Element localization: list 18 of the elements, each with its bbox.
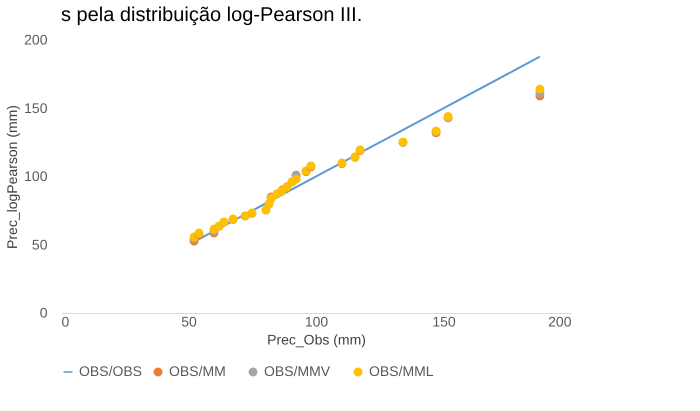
legend-label: OBS/MM: [169, 363, 226, 379]
x-tick-label: 150: [432, 314, 456, 330]
y-axis-title: Prec_logPearson (mm): [4, 105, 20, 249]
x-tick-label: 200: [548, 314, 572, 330]
legend-label: OBS/OBS: [79, 363, 142, 379]
chart-title: s pela distribuição log-Pearson III.: [61, 4, 362, 26]
y-tick-label: 100: [24, 168, 48, 184]
legend-label: OBS/MML: [369, 363, 434, 379]
y-tick-label: 50: [32, 236, 48, 252]
point: [292, 174, 301, 184]
point: [535, 84, 544, 94]
x-tick-label: 0: [62, 314, 70, 330]
y-tick-label: 200: [24, 32, 48, 48]
x-tick-label: 100: [304, 314, 328, 330]
x-tick-label: 50: [181, 314, 197, 330]
legend-label: OBS/MMV: [264, 363, 331, 379]
x-axis-title: Prec_Obs (mm): [267, 332, 366, 348]
y-tick-label: 150: [24, 100, 48, 116]
